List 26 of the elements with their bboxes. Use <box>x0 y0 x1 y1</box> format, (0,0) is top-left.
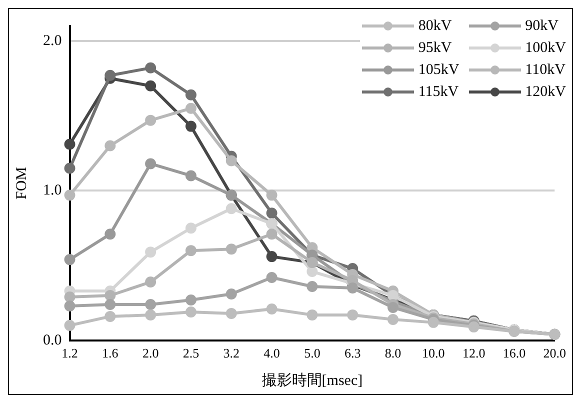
legend-label: 110kV <box>525 62 566 78</box>
x-tick-label: 12.0 <box>462 346 486 361</box>
legend-label: 90kV <box>525 18 558 34</box>
y-axis-title: FOM <box>14 166 30 200</box>
x-tick-label: 2.5 <box>182 346 200 361</box>
x-tick-label: 6.3 <box>344 346 361 361</box>
legend-label: 120kV <box>525 84 566 100</box>
x-tick-label: 8.0 <box>384 346 402 361</box>
x-tick-label: 20.0 <box>543 346 566 361</box>
legend-label: 115kV <box>418 84 459 100</box>
legend-label: 100kV <box>525 40 566 56</box>
x-tick-label: 2.0 <box>142 346 159 361</box>
x-tick-label: 4.0 <box>264 346 280 361</box>
y-tick-label: 0.0 <box>43 332 62 348</box>
x-tick-label: 16.0 <box>502 346 526 361</box>
legend-label: 80kV <box>418 18 452 34</box>
legend-label: 105kV <box>418 62 460 78</box>
x-tick-label: 5.0 <box>304 346 320 361</box>
x-axis-title: 撮影時間[msec] <box>262 372 363 389</box>
x-tick-label: 1.6 <box>102 346 119 361</box>
y-tick-label: 2.0 <box>43 32 62 49</box>
legend-label: 95kV <box>418 40 452 56</box>
x-tick-label: 1.2 <box>62 346 78 361</box>
y-tick-label: 1.0 <box>43 182 62 199</box>
x-tick-label: 3.2 <box>223 346 240 361</box>
x-tick-label: 10.0 <box>422 346 445 361</box>
